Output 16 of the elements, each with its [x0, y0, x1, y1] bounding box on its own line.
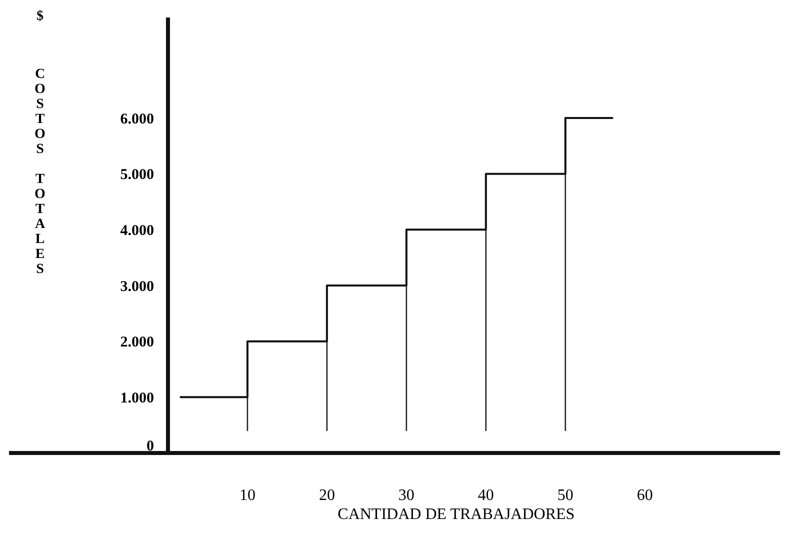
x-tick-label: 60	[636, 487, 653, 504]
x-tick-label: 30	[398, 487, 414, 504]
y-tick-label: 1.000	[120, 390, 154, 406]
y-tick-label: 3.000	[120, 278, 154, 295]
x-tick-label: 50	[557, 487, 574, 504]
y-tick-label: 4.000	[120, 222, 154, 239]
x-tick-label: 20	[318, 487, 335, 504]
y-tick-label: 2.000	[120, 334, 154, 351]
y-axis-title: COSTOS TOTALES	[32, 67, 48, 277]
y-tick-label: 0	[146, 438, 154, 454]
x-axis-title: CANTIDAD DE TRABAJADORES	[338, 506, 575, 523]
annotation: $	[36, 9, 44, 24]
x-tick-label: 40	[478, 487, 494, 504]
y-tick-label: 5.000	[120, 167, 154, 184]
y-tick-label: 6.000	[120, 111, 154, 128]
x-tick-label: 10	[239, 487, 256, 504]
